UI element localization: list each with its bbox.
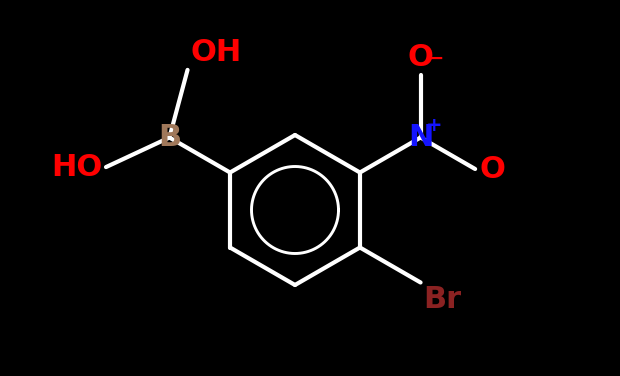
Text: B: B bbox=[158, 123, 181, 152]
Text: O: O bbox=[479, 155, 505, 183]
Text: Br: Br bbox=[423, 285, 462, 314]
Text: −: − bbox=[428, 49, 445, 68]
Text: +: + bbox=[427, 116, 443, 135]
Text: N: N bbox=[408, 123, 433, 152]
Text: O: O bbox=[407, 44, 433, 73]
Text: HO: HO bbox=[51, 153, 103, 182]
Text: OH: OH bbox=[190, 38, 242, 67]
